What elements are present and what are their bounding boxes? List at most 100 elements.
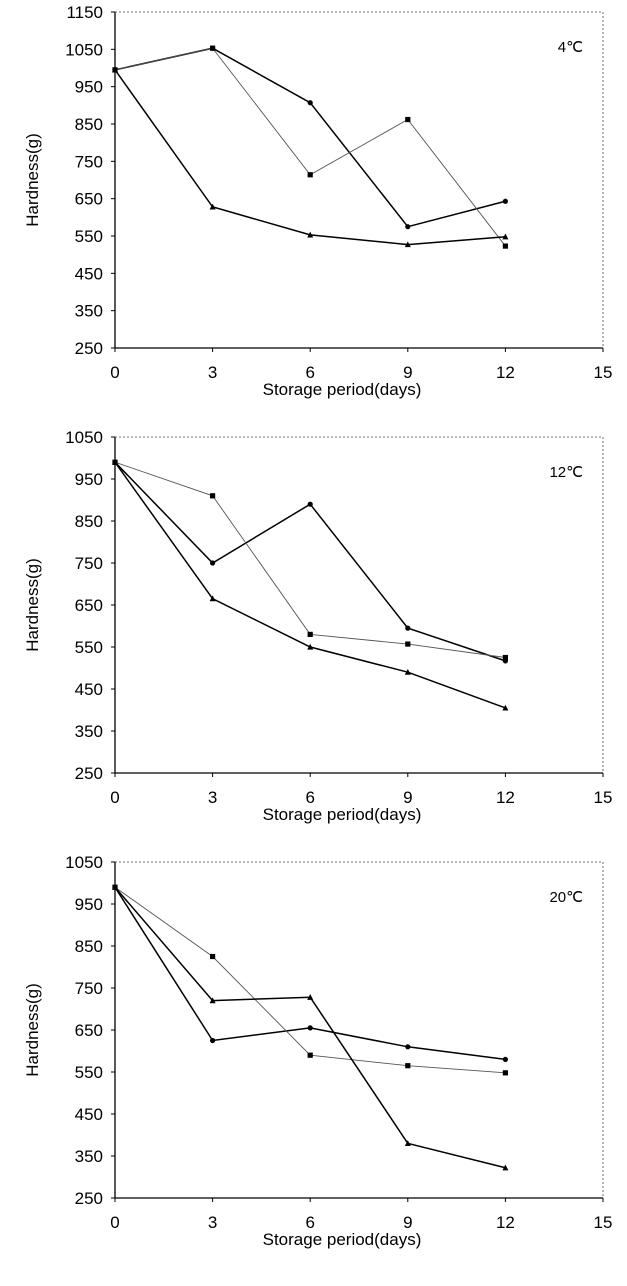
x-axis-title: Storage period(days) xyxy=(263,805,422,824)
point-circle xyxy=(210,560,216,566)
y-tick-label: 950 xyxy=(75,470,103,489)
x-tick-label: 9 xyxy=(403,1213,412,1232)
y-tick-label: 1050 xyxy=(65,428,103,447)
y-tick-label: 250 xyxy=(75,764,103,783)
y-axis-title: Hardness(g) xyxy=(23,558,42,652)
point-circle xyxy=(307,501,313,507)
point-triangle xyxy=(112,66,118,73)
chart-panel-20c: 250 350 450 550 650 750 850 950 1050 0 3 6 9 12 15 Stor… xyxy=(0,850,627,1270)
y-tick-label: 350 xyxy=(75,722,103,741)
point-circle xyxy=(210,1037,216,1044)
point-triangle xyxy=(112,884,118,890)
y-tick-label: 1050 xyxy=(65,40,103,59)
y-tick-label: 450 xyxy=(75,264,103,283)
y-tick-label: 850 xyxy=(75,937,103,956)
x-tick-label: 0 xyxy=(110,363,119,382)
series-line-circle xyxy=(114,47,506,228)
point-square xyxy=(307,172,313,178)
series-line-triangle xyxy=(114,461,506,709)
point-triangle xyxy=(307,994,314,1000)
chart-4c: 250 350 450 550 650 750 850 950 1050 1150 0 3 6 9 12 15… xyxy=(23,3,613,399)
chart-12c: 250 350 450 550 650 750 850 950 1050 0 3 6 9 12 15 Stor… xyxy=(23,428,613,824)
point-square xyxy=(307,1052,313,1058)
x-tick-label: 3 xyxy=(208,1213,217,1232)
point-circle xyxy=(405,625,411,631)
x-tick-label: 15 xyxy=(594,788,613,807)
y-tick-label: 650 xyxy=(75,1021,103,1040)
x-tick-label: 12 xyxy=(496,788,515,807)
point-triangle xyxy=(307,231,314,238)
temperature-label: 20℃ xyxy=(549,889,583,906)
y-tick-label: 1050 xyxy=(65,853,103,872)
point-triangle xyxy=(404,669,411,675)
point-triangle xyxy=(209,997,216,1004)
point-triangle xyxy=(307,643,314,650)
point-triangle xyxy=(502,233,509,240)
y-tick-label: 350 xyxy=(75,1147,103,1166)
chart-panel-12c: 250 350 450 550 650 750 850 950 1050 0 3 6 9 12 15 Stor… xyxy=(0,425,627,845)
y-tick-label: 850 xyxy=(75,115,103,134)
y-tick-label: 550 xyxy=(75,638,103,657)
y-tick-label: 750 xyxy=(75,152,103,171)
y-tick-label: 450 xyxy=(75,1105,103,1124)
point-square xyxy=(307,631,313,637)
x-tick-label: 6 xyxy=(305,1213,314,1232)
point-triangle xyxy=(404,1140,411,1146)
temperature-label: 4℃ xyxy=(558,39,583,56)
x-tick-label: 12 xyxy=(496,363,515,382)
y-tick-label: 750 xyxy=(75,554,103,573)
point-square xyxy=(210,45,216,51)
series-line-triangle xyxy=(114,69,506,246)
point-triangle xyxy=(404,241,411,248)
x-tick-label: 15 xyxy=(594,1213,613,1232)
x-tick-label: 0 xyxy=(110,788,119,807)
y-tick-label: 750 xyxy=(75,979,103,998)
x-tick-label: 9 xyxy=(403,788,412,807)
y-tick-label: 250 xyxy=(75,1189,103,1208)
point-triangle xyxy=(502,1164,509,1171)
point-square xyxy=(210,493,216,499)
point-square xyxy=(405,116,411,123)
point-triangle xyxy=(209,595,216,602)
chart-panel-4c: 250 350 450 550 650 750 850 950 1050 1150 0 3 6 9 12 15… xyxy=(0,0,627,420)
point-square xyxy=(405,641,411,647)
x-tick-label: 3 xyxy=(208,363,217,382)
series-line-circle xyxy=(114,886,506,1061)
point-triangle xyxy=(502,704,509,711)
y-axis-title: Hardness(g) xyxy=(23,133,42,227)
y-tick-label: 650 xyxy=(75,190,103,209)
point-circle xyxy=(307,1025,313,1031)
x-tick-label: 12 xyxy=(496,1213,515,1232)
y-tick-label: 550 xyxy=(75,1063,103,1082)
y-tick-label: 350 xyxy=(75,302,103,321)
y-tick-label: 250 xyxy=(75,339,103,358)
point-circle xyxy=(405,1044,411,1050)
point-square xyxy=(405,1063,411,1069)
point-square xyxy=(502,1070,508,1076)
temperature-label: 12℃ xyxy=(549,464,583,481)
x-tick-label: 6 xyxy=(305,363,314,382)
point-square xyxy=(502,243,508,249)
chart-20c: 250 350 450 550 650 750 850 950 1050 0 3 6 9 12 15 Stor… xyxy=(23,853,613,1249)
point-square xyxy=(502,654,508,661)
y-tick-label: 550 xyxy=(75,227,103,246)
x-axis-title: Storage period(days) xyxy=(263,1230,422,1249)
x-tick-label: 15 xyxy=(594,363,613,382)
y-tick-label: 650 xyxy=(75,596,103,615)
point-circle xyxy=(405,224,411,230)
point-circle xyxy=(502,1056,508,1062)
y-tick-label: 1150 xyxy=(66,3,103,22)
y-axis-title: Hardness(g) xyxy=(23,983,42,1077)
y-tick-label: 950 xyxy=(75,78,103,97)
point-circle xyxy=(502,198,508,204)
point-circle xyxy=(307,100,313,106)
y-tick-label: 450 xyxy=(75,680,103,699)
y-tick-label: 950 xyxy=(75,895,103,914)
x-axis-title: Storage period(days) xyxy=(263,380,422,399)
x-tick-label: 6 xyxy=(305,788,314,807)
series-line-circle xyxy=(114,461,506,662)
x-tick-label: 0 xyxy=(110,1213,119,1232)
y-tick-label: 850 xyxy=(75,512,103,531)
x-tick-label: 9 xyxy=(403,363,412,382)
series-line-square xyxy=(114,461,506,658)
